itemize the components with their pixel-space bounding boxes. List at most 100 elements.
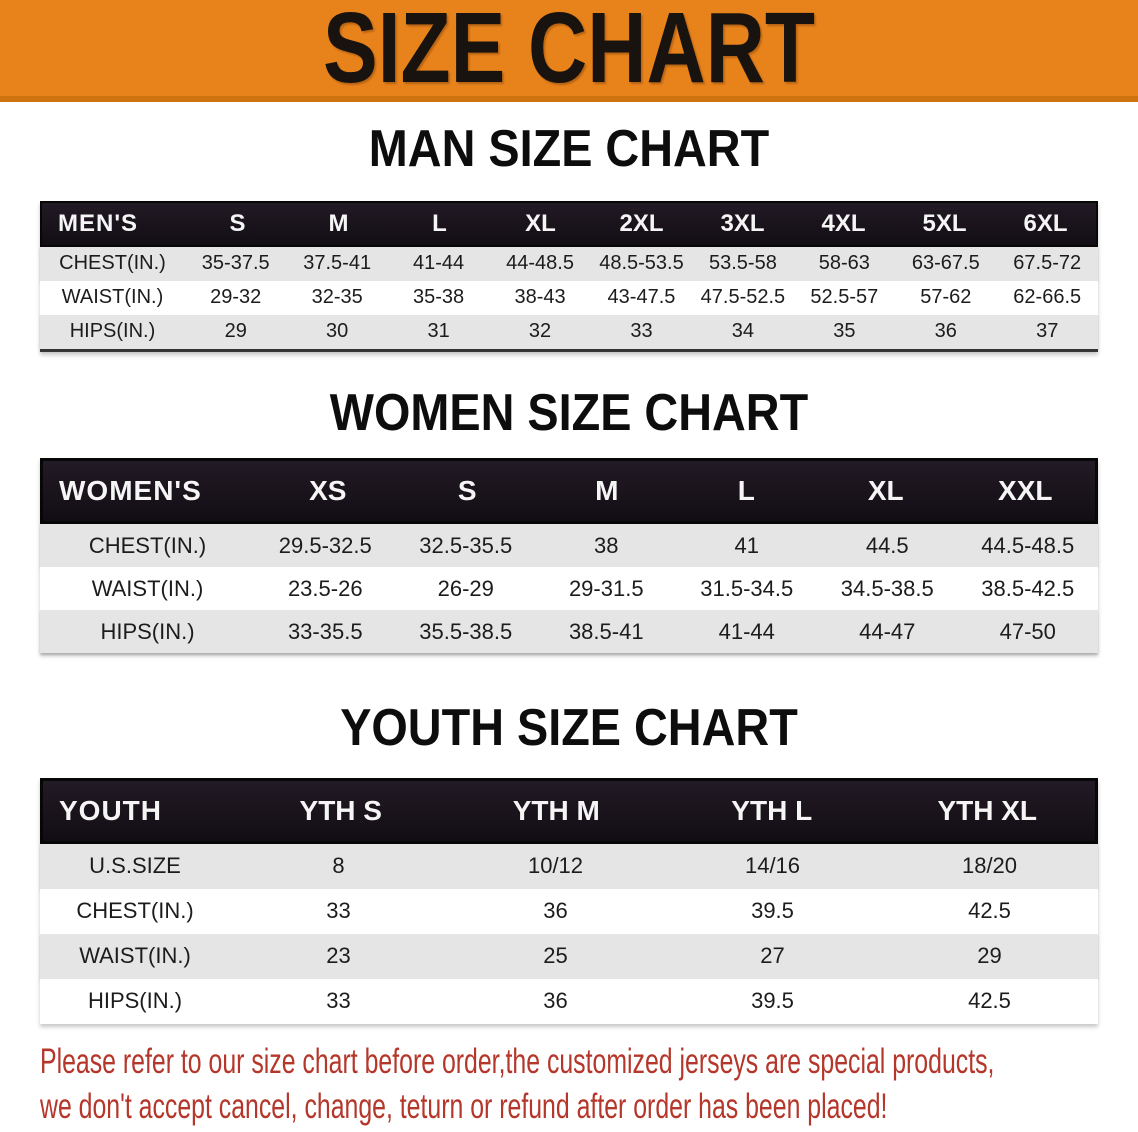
man-section-heading: MAN SIZE CHART — [368, 120, 770, 178]
column-header: YTH M — [512, 794, 600, 826]
cell-value: 47.5-52.5 — [700, 286, 786, 309]
cell-value: 38.5-41 — [568, 618, 644, 644]
disclaimer-line-1: Please refer to our size chart before or… — [40, 1041, 995, 1081]
table-row: WAIST(IN.) 23.5-26 26-29 29-31.5 31.5-34.5 34… — [40, 567, 1098, 611]
disclaimer-line-2: we don't accept cancel, change, teturn o… — [40, 1086, 888, 1126]
column-header: YTH L — [731, 794, 813, 826]
cell-value: 23 — [326, 943, 351, 969]
cell-value: 35.5-38.5 — [419, 618, 513, 644]
section-youth: YOUTH SIZE CHART YOUTH YTH S YTH M YTH L YTH… — [0, 701, 1138, 1024]
cell-value: 33-35.5 — [287, 618, 363, 644]
cell-value: 8 — [332, 853, 345, 879]
cell-value: 36 — [934, 320, 957, 343]
cell-value: 38.5-42.5 — [981, 575, 1075, 601]
cell-value: 29.5-32.5 — [278, 532, 372, 558]
cell-value: 48.5-53.5 — [599, 252, 684, 275]
column-header: XL — [867, 475, 904, 507]
row-label: HIPS(IN.) — [87, 988, 183, 1014]
men-size-table: MEN'S S M L XL 2XL 3XL 4XL 5XL 6XL CHEST(IN.) 35-37… — [40, 200, 1098, 352]
table-header-row: MEN'S S M L XL 2XL 3XL 4XL 5XL 6XL — [40, 200, 1098, 247]
table-row: U.S.SIZE 8 10/12 14/16 18/20 — [40, 843, 1098, 889]
cell-value: 18/20 — [961, 853, 1018, 879]
cell-value: 14/16 — [744, 853, 801, 879]
column-header: 6XL — [1023, 209, 1068, 237]
table-row: CHEST(IN.) 35-37.5 37.5-41 41-44 44-48.5 48.5… — [40, 246, 1098, 281]
column-header: XS — [309, 475, 347, 507]
section-women: WOMEN SIZE CHART WOMEN'S XS S M L XL XXL CHEST(… — [0, 385, 1138, 654]
cell-value: 63-67.5 — [911, 252, 980, 275]
cell-value: 31.5-34.5 — [700, 575, 794, 601]
cell-value: 25 — [543, 943, 568, 969]
table-header-row: WOMEN'S XS S M L XL XXL — [40, 458, 1098, 525]
row-label: U.S.SIZE — [89, 853, 181, 879]
table-row: HIPS(IN.) 33 36 39.5 42.5 — [40, 978, 1098, 1024]
size-chart-banner: SIZE CHART — [0, 0, 1138, 102]
table-title: WOMEN'S — [59, 475, 202, 507]
cell-value: 42.5 — [968, 988, 1011, 1014]
cell-value: 53.5-58 — [708, 252, 777, 275]
cell-value: 29-31.5 — [568, 575, 644, 601]
cell-value: 52.5-57 — [810, 286, 879, 309]
banner-title: SIZE CHART — [323, 0, 815, 104]
row-label: HIPS(IN.) — [100, 618, 195, 644]
column-header: YTH S — [299, 794, 382, 826]
cell-value: 36 — [543, 898, 568, 924]
cell-value: 35-38 — [413, 286, 465, 309]
cell-value: 39.5 — [751, 988, 794, 1014]
cell-value: 34.5-38.5 — [840, 575, 934, 601]
cell-value: 44.5-48.5 — [981, 532, 1075, 558]
column-header: XL — [525, 209, 556, 237]
table-title: MEN'S — [58, 209, 139, 237]
cell-value: 26-29 — [437, 575, 494, 601]
row-label: CHEST(IN.) — [76, 898, 194, 924]
column-header: 4XL — [821, 209, 866, 237]
cell-value: 27 — [760, 943, 785, 969]
cell-value: 38-43 — [514, 286, 566, 309]
disclaimer: Please refer to our size chart before or… — [40, 1040, 995, 1130]
cell-value: 41-44 — [413, 252, 465, 275]
cell-value: 34 — [731, 320, 755, 343]
column-header: XXL — [998, 475, 1053, 507]
cell-value: 32 — [528, 320, 552, 343]
row-label: WAIST(IN.) — [79, 943, 191, 969]
column-header: L — [737, 475, 755, 507]
cell-value: 39.5 — [751, 898, 794, 924]
cell-value: 58-63 — [818, 252, 870, 275]
row-label: HIPS(IN.) — [69, 320, 156, 343]
youth-section-heading: YOUTH SIZE CHART — [340, 699, 798, 758]
column-header: M — [328, 209, 349, 237]
cell-value: 32-35 — [311, 286, 363, 309]
cell-value: 29 — [224, 320, 247, 343]
cell-value: 67.5-72 — [1013, 252, 1082, 275]
table-row: WAIST(IN.) 23 25 27 29 — [40, 933, 1098, 979]
cell-value: 38 — [594, 532, 619, 558]
cell-value: 37.5-41 — [303, 252, 372, 275]
cell-value: 33 — [326, 988, 351, 1014]
cell-value: 57-62 — [920, 286, 972, 309]
column-header: M — [595, 475, 619, 507]
cell-value: 29-32 — [210, 286, 262, 309]
cell-value: 47-50 — [999, 618, 1056, 644]
table-row: HIPS(IN.) 29 30 31 32 33 34 35 36 37 — [40, 314, 1098, 349]
cell-value: 36 — [543, 988, 568, 1014]
section-man: MAN SIZE CHART MEN'S S M L XL 2XL 3XL 4XL 5XL 6XL… — [0, 122, 1138, 352]
row-label: CHEST(IN.) — [88, 532, 207, 558]
women-size-table: WOMEN'S XS S M L XL XXL CHEST(IN.) 29.5-32.5 32.5… — [40, 458, 1098, 654]
table-row: CHEST(IN.) 33 36 39.5 42.5 — [40, 888, 1098, 934]
column-header: L — [432, 209, 447, 237]
cell-value: 44-47 — [859, 618, 916, 644]
cell-value: 37 — [1036, 320, 1059, 343]
cell-value: 41 — [734, 532, 759, 558]
row-label: WAIST(IN.) — [91, 575, 204, 601]
row-label: WAIST(IN.) — [61, 286, 164, 309]
table-title: YOUTH — [59, 794, 162, 826]
cell-value: 33 — [326, 898, 351, 924]
cell-value: 35-37.5 — [201, 252, 270, 275]
cell-value: 31 — [427, 320, 450, 343]
table-row: WAIST(IN.) 29-32 32-35 35-38 38-43 43-47.5 47.… — [40, 280, 1098, 315]
cell-value: 44-48.5 — [506, 252, 574, 275]
column-header: S — [457, 475, 477, 507]
column-header: YTH XL — [937, 794, 1038, 826]
table-header-row: YOUTH YTH S YTH M YTH L YTH XL — [40, 777, 1098, 844]
